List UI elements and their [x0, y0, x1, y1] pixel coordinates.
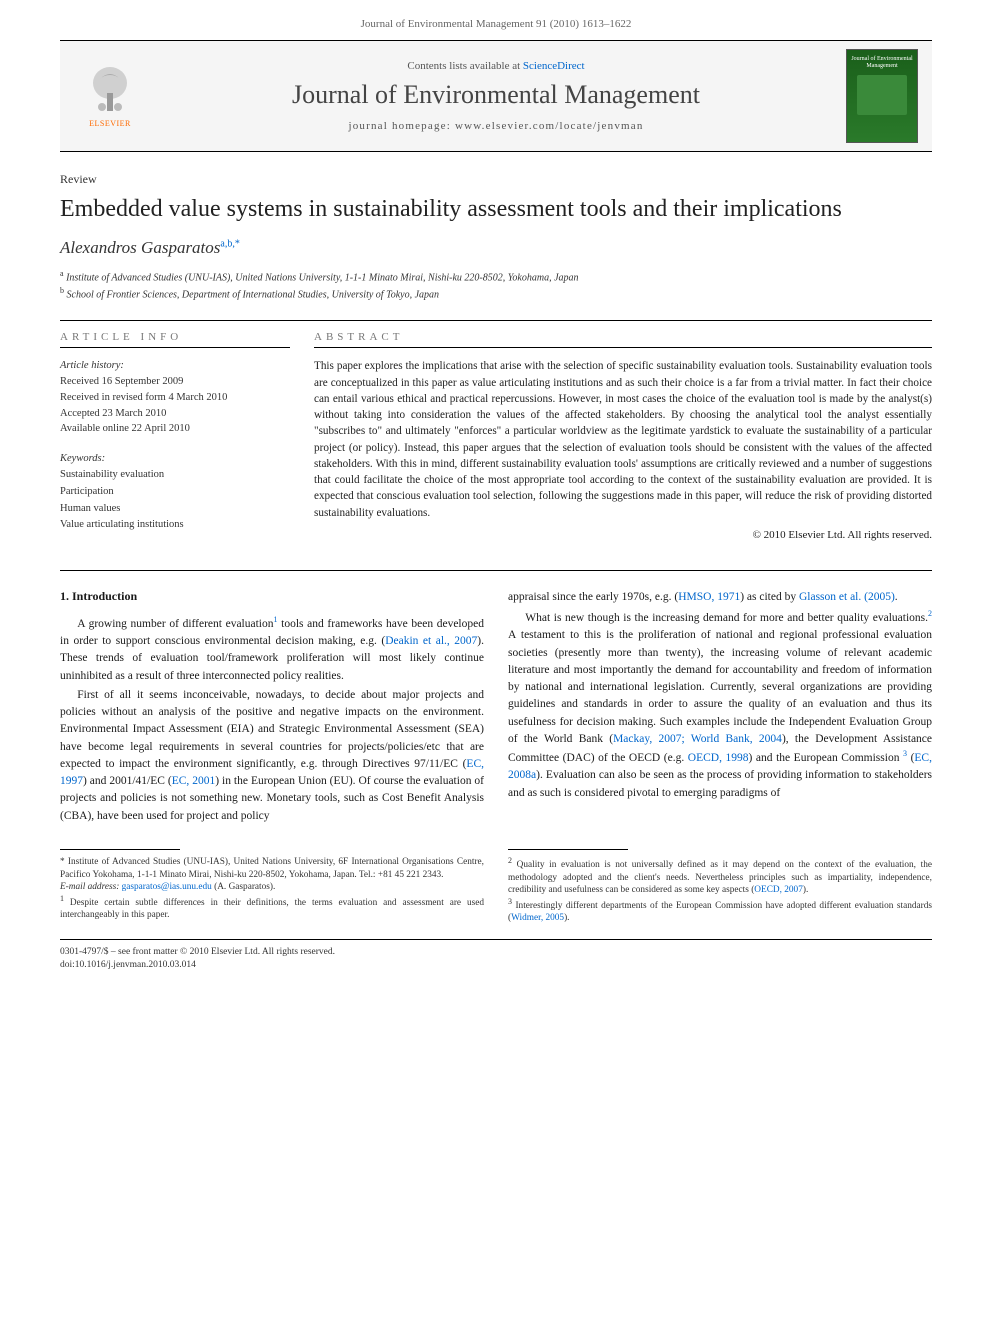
journal-name: Journal of Environmental Management	[160, 80, 832, 110]
email-line: E-mail address: gasparatos@ias.unu.edu (…	[60, 881, 484, 894]
paragraph: What is new though is the increasing dem…	[508, 608, 932, 801]
citation-link[interactable]: OECD, 1998	[688, 752, 749, 764]
contents-available-line: Contents lists available at ScienceDirec…	[160, 60, 832, 72]
cover-title: Journal of Environmental Management	[850, 56, 914, 69]
abstract-copyright: © 2010 Elsevier Ltd. All rights reserved…	[314, 529, 932, 541]
article-info-column: ARTICLE INFO Article history: Received 1…	[60, 325, 290, 548]
footnote-1: 1 Despite certain subtle differences in …	[60, 894, 484, 922]
contents-label: Contents lists available at	[407, 60, 520, 72]
affiliation-a: Institute of Advanced Studies (UNU-IAS),…	[66, 272, 578, 283]
cover-image-placeholder	[857, 75, 907, 115]
citation-link[interactable]: Glasson et al. (2005)	[799, 591, 895, 603]
journal-cover-thumb: Journal of Environmental Management	[846, 49, 918, 143]
citation-link[interactable]: Mackay, 2007; World Bank, 2004	[613, 733, 782, 745]
footnote-ref-2[interactable]: 2	[928, 609, 932, 618]
abstract-column: ABSTRACT This paper explores the implica…	[314, 325, 932, 548]
publisher-logo-cell: ELSEVIER	[60, 41, 160, 151]
affiliations: a Institute of Advanced Studies (UNU-IAS…	[60, 268, 932, 303]
publisher-name: ELSEVIER	[89, 119, 131, 128]
footnote-rule	[60, 849, 180, 850]
revised-date: Received in revised form 4 March 2010	[60, 390, 290, 406]
sciencedirect-link[interactable]: ScienceDirect	[523, 60, 585, 72]
keyword: Human values	[60, 501, 290, 518]
doi-line: doi:10.1016/j.jenvman.2010.03.014	[60, 959, 932, 972]
article-title: Embedded value systems in sustainability…	[60, 195, 932, 224]
right-column: appraisal since the early 1970s, e.g. (H…	[508, 589, 932, 827]
cover-thumb-cell: Journal of Environmental Management	[832, 41, 932, 151]
paragraph: First of all it seems inconceivable, now…	[60, 687, 484, 825]
running-header: Journal of Environmental Management 91 (…	[0, 0, 992, 40]
keyword: Sustainability evaluation	[60, 467, 290, 484]
section-heading: 1. Introduction	[60, 589, 484, 604]
section-divider	[60, 570, 932, 571]
keywords-label: Keywords:	[60, 451, 290, 467]
author-email[interactable]: gasparatos@ias.unu.edu	[122, 882, 212, 892]
author-name: Alexandros Gasparatos	[60, 238, 220, 257]
footnotes-left: * Institute of Advanced Studies (UNU-IAS…	[60, 849, 484, 925]
article-type: Review	[60, 172, 932, 187]
footnote-3: 3 Interestingly different departments of…	[508, 897, 932, 925]
accepted-date: Accepted 23 March 2010	[60, 406, 290, 422]
paragraph: appraisal since the early 1970s, e.g. (H…	[508, 589, 932, 606]
history-label: Article history:	[60, 358, 290, 374]
abstract-header: ABSTRACT	[314, 325, 932, 348]
keyword: Value articulating institutions	[60, 517, 290, 534]
left-column: 1. Introduction A growing number of diff…	[60, 589, 484, 827]
body-text: 1. Introduction A growing number of diff…	[60, 589, 932, 827]
front-matter-line: 0301-4797/$ – see front matter © 2010 El…	[60, 946, 932, 959]
keywords-list: Sustainability evaluation Participation …	[60, 467, 290, 534]
online-date: Available online 22 April 2010	[60, 421, 290, 437]
footnotes-right: 2 Quality in evaluation is not universal…	[508, 849, 932, 925]
citation-link[interactable]: OECD, 2007	[754, 885, 803, 895]
paragraph: A growing number of different evaluation…	[60, 614, 484, 685]
keyword: Participation	[60, 484, 290, 501]
abstract-text: This paper explores the implications tha…	[314, 358, 932, 520]
affiliation-b: School of Frontier Sciences, Department …	[67, 289, 440, 300]
citation-link[interactable]: Widmer, 2005	[511, 913, 564, 923]
journal-banner: ELSEVIER Contents lists available at Sci…	[60, 40, 932, 152]
elsevier-tree-icon	[88, 65, 132, 117]
footnote-2: 2 Quality in evaluation is not universal…	[508, 856, 932, 897]
article-info-header: ARTICLE INFO	[60, 325, 290, 348]
received-date: Received 16 September 2009	[60, 374, 290, 390]
footnote-rule	[508, 849, 628, 850]
corresponding-author-note: * Institute of Advanced Studies (UNU-IAS…	[60, 856, 484, 881]
citation-link[interactable]: EC, 2001	[172, 775, 216, 787]
journal-homepage[interactable]: journal homepage: www.elsevier.com/locat…	[160, 120, 832, 132]
citation-link[interactable]: HMSO, 1971	[678, 591, 740, 603]
author-line: Alexandros Gasparatosa,b,*	[60, 238, 932, 258]
bottom-bar: 0301-4797/$ – see front matter © 2010 El…	[60, 939, 932, 973]
author-affil-markers: a,b,*	[220, 238, 239, 249]
citation-link[interactable]: Deakin et al., 2007	[385, 635, 477, 647]
elsevier-logo: ELSEVIER	[75, 56, 145, 136]
